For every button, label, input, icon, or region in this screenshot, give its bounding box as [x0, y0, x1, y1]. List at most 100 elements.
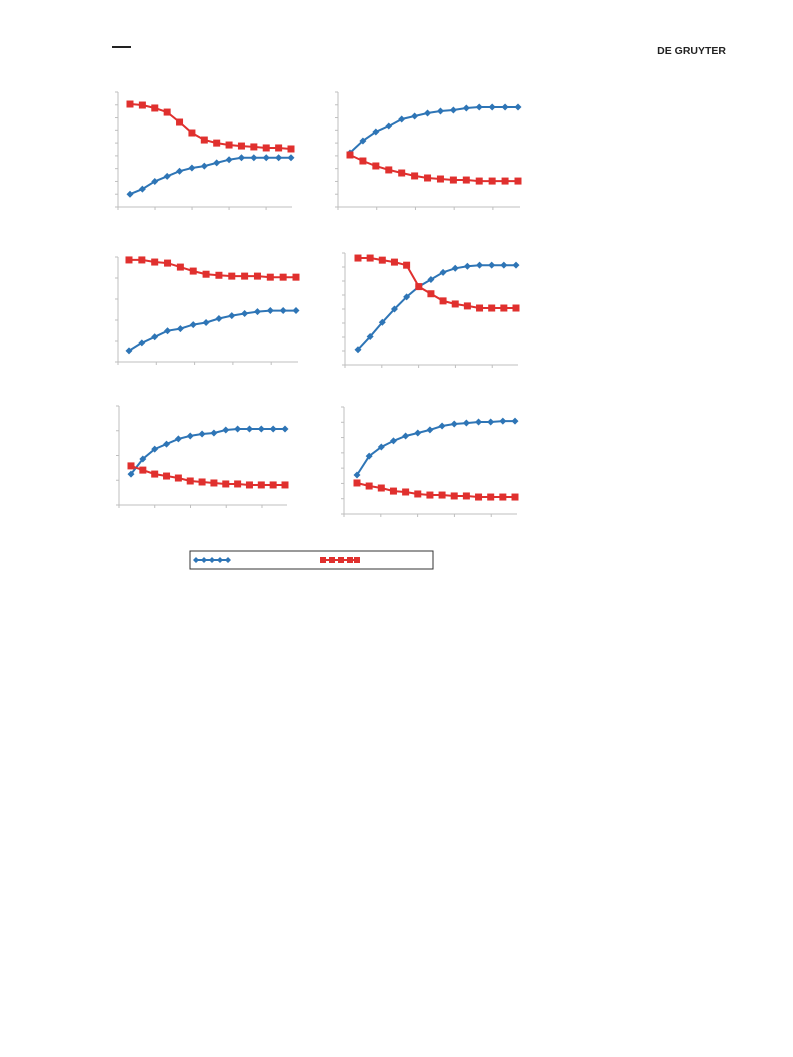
legend-markers: [320, 557, 360, 563]
point: [402, 488, 410, 496]
point: [151, 104, 159, 112]
point: [127, 470, 135, 478]
point: [366, 254, 374, 262]
point: [372, 162, 380, 170]
point: [398, 169, 406, 177]
point: [436, 107, 444, 115]
point: [186, 477, 194, 485]
point: [449, 106, 457, 114]
point: [241, 309, 249, 317]
point: [390, 305, 398, 313]
point: [222, 426, 230, 434]
point: [475, 177, 483, 185]
point: [390, 258, 398, 266]
point: [439, 297, 447, 305]
point: [389, 437, 397, 445]
point: [174, 435, 182, 443]
point: [164, 327, 172, 335]
point: [377, 484, 385, 492]
point: [200, 136, 208, 144]
chart: [115, 256, 300, 365]
point: [292, 307, 300, 315]
point: [346, 151, 354, 159]
point: [462, 104, 470, 112]
publisher: DE GRUYTER: [657, 45, 726, 57]
point: [125, 347, 133, 355]
point: [462, 492, 470, 500]
point: [269, 425, 277, 433]
point: [163, 108, 171, 116]
point: [138, 101, 146, 109]
point: [354, 254, 362, 262]
point: [424, 174, 432, 182]
point: [163, 440, 171, 448]
point: [202, 319, 210, 327]
point: [151, 445, 159, 453]
chart: [335, 91, 522, 210]
point: [514, 177, 522, 185]
point: [176, 325, 184, 333]
point: [385, 166, 393, 174]
point: [281, 425, 289, 433]
point: [475, 493, 483, 501]
point: [500, 304, 508, 312]
point: [372, 128, 380, 136]
point: [427, 290, 435, 298]
point: [275, 154, 283, 162]
point: [188, 129, 196, 137]
point: [462, 176, 470, 184]
point: [424, 109, 432, 117]
point: [151, 333, 159, 341]
point: [213, 139, 221, 147]
chart: [115, 91, 295, 210]
point: [234, 425, 242, 433]
chart: [116, 405, 289, 508]
point: [287, 154, 295, 162]
point: [279, 273, 287, 281]
point: [275, 144, 283, 152]
point: [186, 432, 194, 440]
legend-box: [189, 550, 434, 570]
point: [403, 293, 411, 301]
point: [512, 304, 520, 312]
point: [257, 425, 265, 433]
point: [151, 470, 159, 478]
point: [500, 261, 508, 269]
point: [463, 262, 471, 270]
point: [365, 452, 373, 460]
point: [427, 275, 435, 283]
point: [366, 332, 374, 340]
point: [138, 256, 146, 264]
point: [475, 103, 483, 111]
point: [436, 175, 444, 183]
point: [237, 154, 245, 162]
point: [359, 137, 367, 145]
point: [151, 177, 159, 185]
point: [439, 268, 447, 276]
point: [215, 315, 223, 323]
point: [463, 302, 471, 310]
point: [385, 122, 393, 130]
point: [241, 272, 249, 280]
point: [228, 312, 236, 320]
point: [176, 263, 184, 271]
point: [163, 472, 171, 480]
point: [250, 143, 258, 151]
point: [287, 145, 295, 153]
point: [451, 264, 459, 272]
legend-markers: [193, 557, 231, 563]
point: [512, 261, 520, 269]
point: [245, 481, 253, 489]
point: [266, 273, 274, 281]
point: [138, 185, 146, 193]
point: [511, 417, 519, 425]
point: [262, 154, 270, 162]
point: [125, 256, 133, 264]
point: [151, 258, 159, 266]
point: [426, 426, 434, 434]
point: [501, 177, 509, 185]
series-line: [128, 309, 296, 352]
point: [389, 487, 397, 495]
legend: [189, 550, 434, 570]
